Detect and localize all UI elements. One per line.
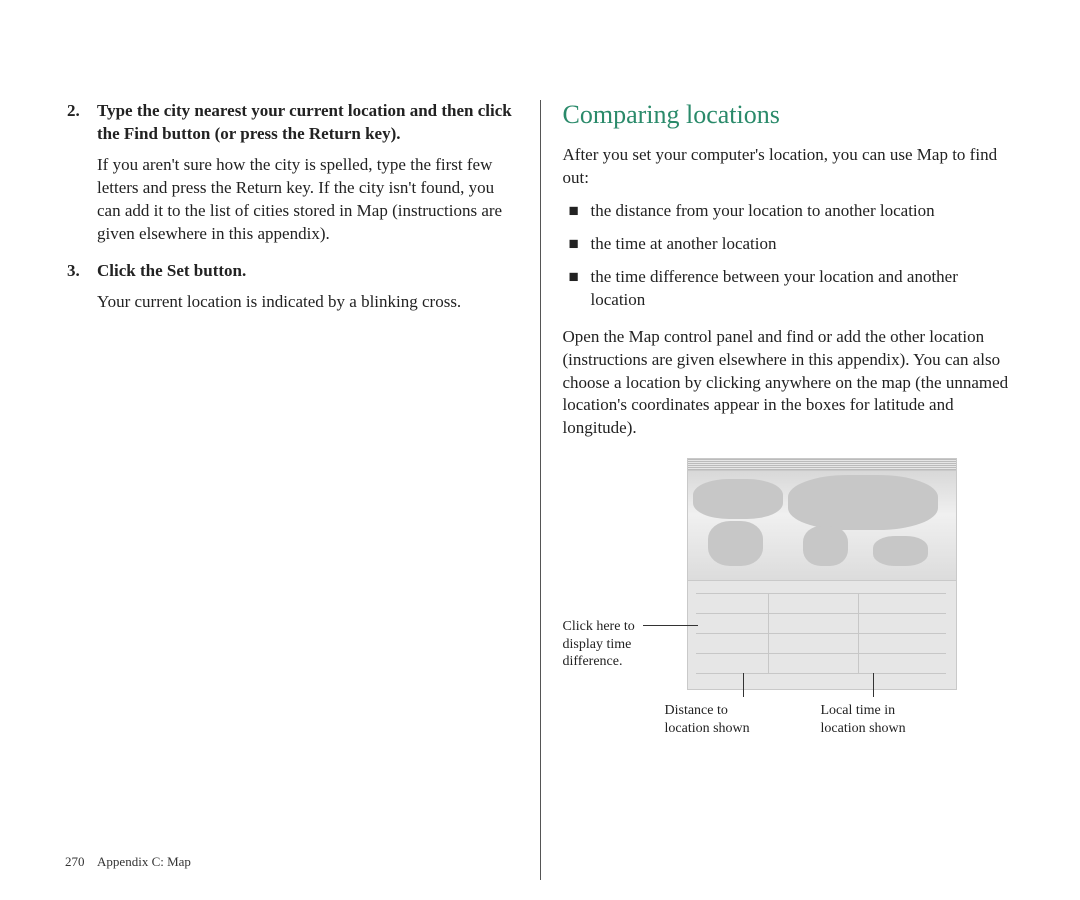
- bullet-text: the time at another location: [591, 233, 1014, 256]
- list-item: ■ the time difference between your locat…: [563, 266, 1014, 312]
- callout-line-2: display time: [563, 637, 632, 652]
- list-item: ■ the distance from your location to ano…: [563, 200, 1014, 223]
- map-figure: Click here to display time difference. D…: [563, 458, 1014, 758]
- bullet-text: the distance from your location to anoth…: [591, 200, 1014, 223]
- callout-connector: [743, 673, 744, 697]
- world-map-area: [688, 471, 956, 581]
- callout-connector: [643, 625, 698, 626]
- callout-line-2: location shown: [821, 721, 906, 736]
- section-title: Comparing locations: [563, 100, 1014, 130]
- step-2-paragraph: If you aren't sure how the city is spell…: [97, 154, 518, 246]
- panel-controls: [688, 581, 956, 689]
- right-column: Comparing locations After you set your c…: [540, 100, 1026, 880]
- callout-line-3: difference.: [563, 654, 623, 669]
- list-item: ■ the time at another location: [563, 233, 1014, 256]
- page-footer: 270 Appendix C: Map: [65, 854, 191, 870]
- bullet-icon: ■: [563, 266, 591, 312]
- callout-line-1: Distance to: [665, 703, 728, 718]
- step-3-number: 3.: [67, 260, 97, 314]
- step-3-body: Click the Set button. Your current locat…: [97, 260, 518, 314]
- step-2-instruction: Type the city nearest your current locat…: [97, 100, 518, 146]
- callout-distance: Distance to location shown: [665, 702, 785, 737]
- bullet-text: the time difference between your locatio…: [591, 266, 1014, 312]
- paragraph-2: Open the Map control panel and find or a…: [563, 326, 1014, 441]
- step-2-number: 2.: [67, 100, 97, 246]
- callout-connector: [873, 673, 874, 697]
- bullet-icon: ■: [563, 233, 591, 256]
- callout-line-2: location shown: [665, 721, 750, 736]
- callout-line-1: Local time in: [821, 703, 896, 718]
- bullet-icon: ■: [563, 200, 591, 223]
- map-control-panel: [687, 458, 957, 690]
- step-3-paragraph: Your current location is indicated by a …: [97, 291, 518, 314]
- callout-line-1: Click here to: [563, 619, 635, 634]
- step-3: 3. Click the Set button. Your current lo…: [67, 260, 518, 314]
- two-column-layout: 2. Type the city nearest your current lo…: [55, 100, 1025, 880]
- step-2-body: Type the city nearest your current locat…: [97, 100, 518, 246]
- left-column: 2. Type the city nearest your current lo…: [55, 100, 540, 880]
- page-number: 270: [65, 854, 85, 869]
- panel-titlebar: [688, 459, 956, 471]
- intro-text: After you set your computer's location, …: [563, 144, 1014, 190]
- footer-label: Appendix C: Map: [97, 854, 191, 869]
- step-2: 2. Type the city nearest your current lo…: [67, 100, 518, 246]
- callout-local-time: Local time in location shown: [821, 702, 951, 737]
- step-3-instruction: Click the Set button.: [97, 260, 518, 283]
- bullet-list: ■ the distance from your location to ano…: [563, 200, 1014, 312]
